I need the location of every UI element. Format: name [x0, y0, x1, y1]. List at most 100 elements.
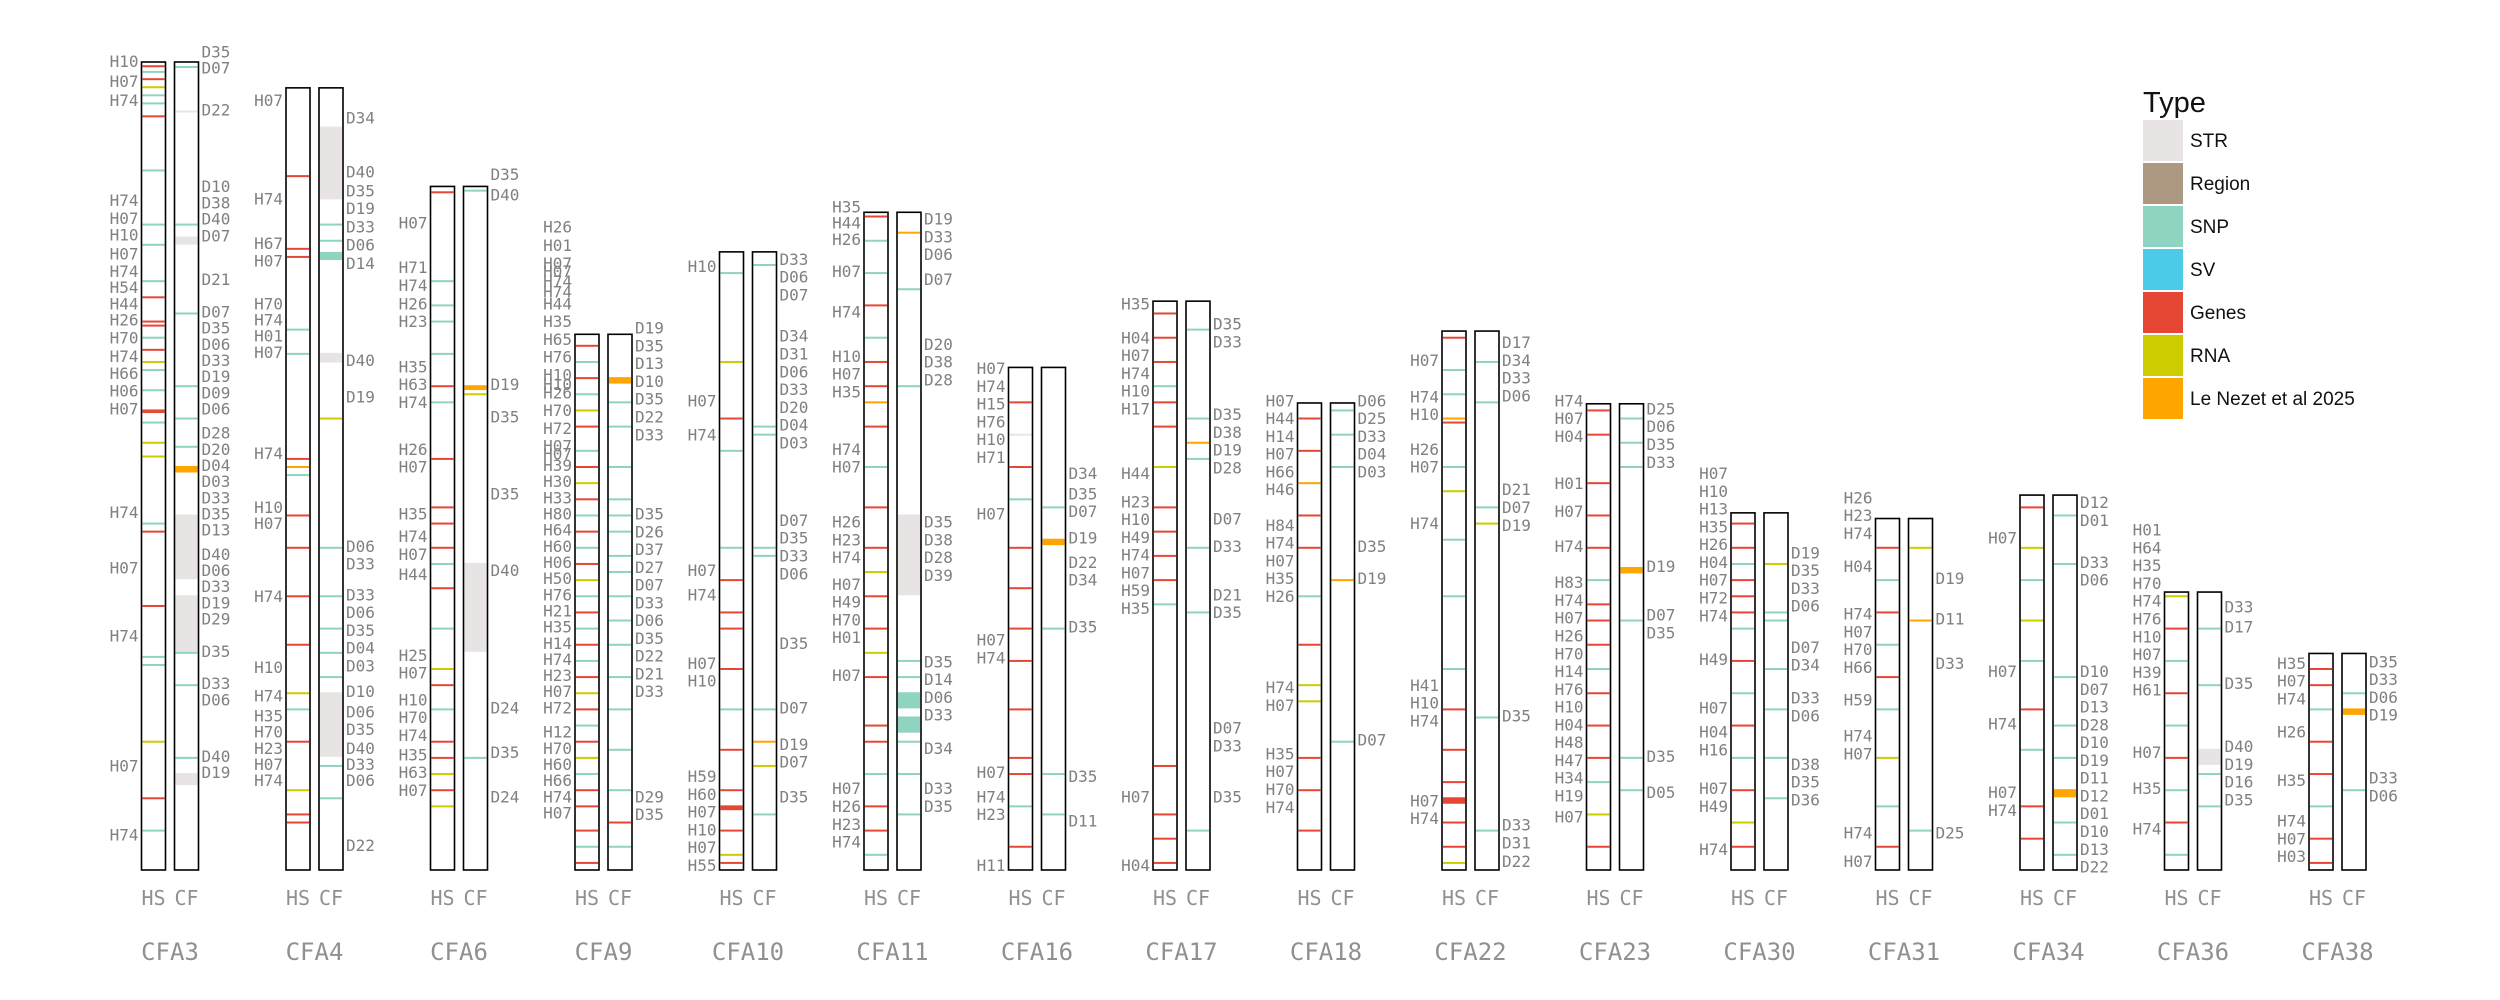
hs-segment-label: H07 — [110, 399, 139, 418]
cf-segment-label: D10 — [2080, 822, 2109, 841]
feature-mark — [1298, 514, 1321, 517]
feature-mark — [175, 66, 198, 69]
hs-segment-label: H35 — [1121, 294, 1150, 313]
feature-mark — [2198, 748, 2221, 765]
feature-mark — [1443, 845, 1465, 848]
cf-segment-label: D40 — [202, 210, 231, 229]
feature-mark — [576, 845, 598, 848]
feature-mark — [431, 789, 454, 792]
hs-segment-label: H67 — [254, 234, 283, 253]
feature-mark — [1587, 643, 1610, 646]
cf-segment-label: D33 — [346, 555, 375, 574]
cf-segment-label: D35 — [2225, 791, 2254, 810]
chromosome-name: CFA9 — [575, 938, 633, 966]
hs-segment-label: H07 — [1266, 762, 1295, 781]
hs-column-label: HS — [1153, 886, 1177, 910]
hs-segment-label: H10 — [543, 375, 572, 394]
feature-mark — [287, 457, 309, 460]
cf-segment-label: D28 — [924, 370, 953, 389]
hs-segment-label: H01 — [2133, 521, 2162, 540]
feature-mark — [2021, 506, 2043, 509]
feature-mark — [865, 304, 887, 307]
feature-mark — [431, 773, 454, 776]
chromosome-name: CFA23 — [1579, 938, 1651, 966]
hs-segment-label: H74 — [1699, 840, 1728, 859]
feature-mark — [1620, 441, 1643, 444]
cf-chromosome-bar — [896, 211, 922, 871]
chromosome-cfa4: H07H74H67H07H70H74H01H07H74H10H07H74H10H… — [254, 87, 375, 966]
hs-segment-label: H26 — [543, 218, 572, 237]
feature-mark — [175, 223, 198, 226]
feature-mark — [1765, 668, 1787, 670]
hs-segment-label: H07 — [1410, 458, 1439, 477]
cf-segment-label: D21 — [202, 270, 231, 289]
feature-mark — [2021, 659, 2043, 662]
feature-mark — [287, 643, 309, 646]
chromosome-cfa18: H07H44H14H07H66H46H84H74H07H35H26H74H07H… — [1266, 391, 1387, 966]
cf-segment-label: D10 — [346, 682, 375, 701]
hs-segment-label: H59 — [1844, 690, 1873, 709]
cf-segment-label: D22 — [346, 836, 375, 855]
hs-segment-label: H07 — [2133, 743, 2162, 762]
hs-segment-label: H07 — [1844, 744, 1873, 763]
cf-segment-label: D35 — [1502, 706, 1531, 725]
hs-segment-label: H35 — [1266, 569, 1295, 588]
cf-segment-label: D20 — [202, 440, 231, 459]
hs-segment-label: H23 — [832, 815, 861, 834]
legend-label: RNA — [2190, 346, 2230, 367]
feature-mark — [2054, 756, 2076, 759]
cf-segment-label: D17 — [2225, 618, 2254, 637]
feature-mark — [287, 813, 309, 816]
cf-segment-label: D07 — [635, 576, 664, 595]
feature-mark — [431, 627, 454, 630]
hs-segment-label: H66 — [1266, 462, 1295, 481]
hs-segment-label: H71 — [399, 258, 428, 277]
hs-segment-label: H10 — [1410, 694, 1439, 713]
cf-segment-label: D19 — [1936, 569, 1965, 588]
hs-chromosome-bar — [863, 211, 889, 871]
cf-segment-label: D35 — [1791, 773, 1820, 792]
cf-segment-label: D07 — [780, 753, 809, 772]
feature-mark — [431, 684, 454, 687]
legend-label: Genes — [2190, 303, 2246, 324]
hs-segment-label: H07 — [254, 755, 283, 774]
hs-chromosome-bar — [285, 87, 311, 871]
cf-segment-label: D06 — [924, 245, 953, 264]
feature-mark — [175, 466, 198, 473]
hs-segment-label: H74 — [688, 585, 717, 604]
feature-mark — [898, 231, 920, 234]
hs-segment-label: H35 — [543, 618, 572, 637]
feature-mark — [1009, 773, 1032, 776]
hs-segment-label: H07 — [254, 514, 283, 533]
feature-mark — [1154, 466, 1176, 468]
hs-segment-label: H10 — [832, 347, 861, 366]
feature-mark — [175, 773, 198, 786]
hs-chromosome-bar — [2308, 652, 2334, 871]
hs-segment-label: H07 — [1699, 464, 1728, 483]
feature-mark — [1876, 611, 1899, 614]
chromosome-name: CFA10 — [712, 938, 784, 966]
hs-segment-label: H59 — [688, 767, 717, 786]
hs-segment-label: H74 — [543, 282, 572, 301]
cf-segment-label: D35 — [635, 504, 664, 523]
feature-mark — [2021, 546, 2043, 549]
feature-mark — [1587, 619, 1610, 622]
hs-chromosome-bar — [1296, 402, 1323, 871]
feature-mark — [753, 546, 776, 549]
feature-mark — [720, 546, 743, 549]
cf-segment-label: D07 — [1069, 502, 1098, 521]
hs-segment-label: H74 — [1844, 605, 1873, 624]
hs-segment-label: H74 — [110, 262, 139, 281]
cf-segment-label: D09 — [202, 383, 231, 402]
hs-segment-label: H35 — [254, 706, 283, 725]
cf-segment-label: D26 — [635, 522, 664, 541]
hs-segment-label: H07 — [543, 437, 572, 456]
hs-segment-label: H04 — [1555, 427, 1584, 446]
feature-mark — [1876, 643, 1899, 646]
cf-segment-label: D25 — [1936, 824, 1965, 843]
cf-segment-label: D38 — [924, 530, 953, 549]
feature-mark — [320, 546, 342, 549]
hs-chromosome-bar — [2163, 591, 2190, 871]
feature-mark — [576, 829, 598, 832]
hs-segment-label: H44 — [543, 294, 572, 313]
